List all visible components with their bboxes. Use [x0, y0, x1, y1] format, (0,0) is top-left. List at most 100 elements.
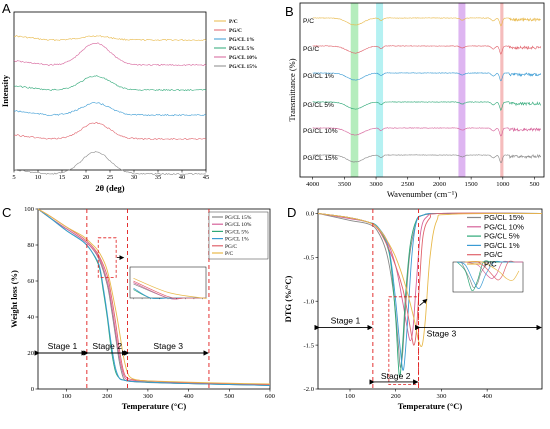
c-legend-label-pg-cl-10: PG/CL 10% [225, 222, 252, 228]
c-legend-label-pg-cl-15: PG/CL 15% [225, 215, 252, 221]
b-highlight-band [350, 3, 359, 177]
c-xtick-label: 200 [102, 393, 113, 400]
c-ytick-label: 40 [27, 314, 34, 321]
c-legend-label-pg-c: PG/C [225, 244, 237, 250]
c-series-pg-cl-1 [37, 208, 271, 386]
a-xtick-label: 10 [35, 174, 42, 181]
d-legend-label-pg-cl-1: PG/CL 1% [484, 241, 520, 250]
d-xtick-label: 300 [436, 393, 447, 400]
d-inset-series-pg-c [465, 260, 515, 281]
c-series-group [37, 208, 271, 386]
d-stage-label: Stage 3 [427, 329, 457, 339]
d-inset-frame [452, 261, 524, 293]
b-xtick-label: 500 [530, 181, 541, 188]
b-series-label-p-c: P/C [303, 18, 314, 25]
panel-label-b: B [285, 4, 294, 19]
d-legend-label-pg-cl-5: PG/CL 5% [484, 232, 520, 241]
a-series-p-c [13, 35, 207, 42]
d-series-group [317, 212, 543, 377]
a-legend-label-p-c: P/C [229, 19, 238, 25]
b-series-pg-cl-10 [312, 127, 542, 137]
panel-label-a: A [2, 1, 11, 16]
b-ylabel: Transmittance (%) [287, 58, 297, 121]
b-xtick-label: 1500 [465, 181, 479, 188]
d-zoom-arrow [419, 298, 428, 306]
c-xtick-label: 600 [265, 393, 276, 400]
c-xtick-label: 100 [62, 393, 73, 400]
a-xtick-label: 40 [179, 174, 186, 181]
b-xtick-label: 3500 [338, 181, 352, 188]
b-highlight-band [500, 3, 504, 177]
b-series-pg-cl-15 [312, 153, 542, 164]
c-legend-label-pg-cl-1: PG/CL 1% [225, 237, 249, 243]
c-ytick-label: 60 [27, 278, 34, 285]
b-xtick-label: 3000 [369, 181, 383, 188]
a-series-pg-cl-10 [13, 42, 207, 66]
b-series-label-pg-cl-15: PG/CL 15% [303, 155, 338, 162]
a-series-pg-cl-15 [13, 151, 207, 176]
c-legend-label-p-c: P/C [225, 251, 233, 257]
c-stage-label: Stage 1 [48, 341, 78, 351]
d-ytick-label: 0.0 [306, 211, 315, 218]
c-ytick-label: 20 [27, 350, 34, 357]
b-xtick-label: 2500 [401, 181, 415, 188]
d-series-p-c [317, 212, 543, 348]
d-ytick-label: -1.0 [304, 298, 315, 305]
a-series-pg-cl-1 [13, 102, 207, 117]
c-ylabel: Weight loss (%) [9, 270, 19, 328]
d-ytick-label: -0.5 [304, 254, 315, 261]
b-series-label-pg-cl-10: PG/CL 10% [303, 128, 338, 135]
b-series-pg-c [312, 45, 542, 55]
panel-b-frame [299, 2, 545, 178]
a-legend-label-pg-cl-10: PG/CL 10% [229, 55, 257, 61]
c-legend-label-pg-cl-5: PG/CL 5% [225, 229, 249, 235]
a-legend-label-pg-cl-1: PG/CL 1% [229, 37, 255, 43]
c-ytick-label: 80 [27, 242, 34, 249]
a-xtick-label: 5 [12, 174, 16, 181]
c-legend-box [208, 211, 269, 260]
c-ytick-label: 100 [24, 206, 35, 213]
c-xtick-label: 400 [184, 393, 195, 400]
b-series-label-pg-cl-1: PG/CL 1% [303, 73, 334, 80]
d-legend: PG/CL 15%PG/CL 10%PG/CL 5%PG/CL 1%PG/CP/… [467, 213, 524, 269]
d-stage-label: Stage 2 [381, 371, 411, 381]
d-xtick-label: 100 [345, 393, 356, 400]
a-xlabel: 2θ (deg) [95, 183, 124, 193]
a-xtick-label: 20 [83, 174, 90, 181]
c-stage-label: Stage 3 [153, 341, 183, 351]
b-xtick-label: 4000 [306, 181, 320, 188]
c-legend: PG/CL 15%PG/CL 10%PG/CL 5% PG/CL 1%PG/CP/… [208, 211, 269, 260]
a-series-pg-c [13, 122, 207, 141]
d-xtick-label: 200 [391, 393, 402, 400]
d-xtick-label: 400 [482, 393, 493, 400]
b-highlight-band [458, 3, 466, 177]
b-xtick-label: 1000 [496, 181, 510, 188]
panel-a-frame [13, 11, 207, 171]
b-series-label-pg-c: PG/C [303, 46, 319, 53]
a-xtick-label: 30 [131, 174, 138, 181]
a-xtick-label: 15 [59, 174, 66, 181]
d-legend-label-p-c: P/C [484, 260, 497, 269]
c-xtick-label: 500 [224, 393, 235, 400]
a-ylabel: Intensity [0, 74, 10, 107]
a-xtick-label: 35 [155, 174, 162, 181]
d-legend-label-pg-cl-10: PG/CL 10% [484, 222, 524, 231]
c-xtick-label: 300 [143, 393, 154, 400]
b-xtick-label: 2000 [433, 181, 447, 188]
c-stage-label: Stage 2 [92, 341, 122, 351]
b-xlabel: Wavenumber (cm⁻¹) [387, 189, 457, 199]
d-inset-series-p-c [465, 260, 520, 281]
a-xtick-label: 25 [107, 174, 114, 181]
a-legend-label-pg-c: PG/C [229, 28, 242, 34]
d-stage-label: Stage 1 [331, 316, 361, 326]
b-series-label-pg-cl-5: PG/CL 5% [303, 102, 334, 109]
b-series-group [312, 17, 542, 164]
d-inset-series-group [456, 260, 523, 292]
d-legend-label-pg-cl-15: PG/CL 15% [484, 213, 524, 222]
d-legend-label-pg-c: PG/C [484, 250, 503, 259]
c-xlabel: Temperature (°C) [122, 401, 187, 411]
c-series-p-c [37, 208, 271, 385]
panel-label-c: C [2, 205, 11, 220]
panel-label-d: D [287, 205, 296, 220]
